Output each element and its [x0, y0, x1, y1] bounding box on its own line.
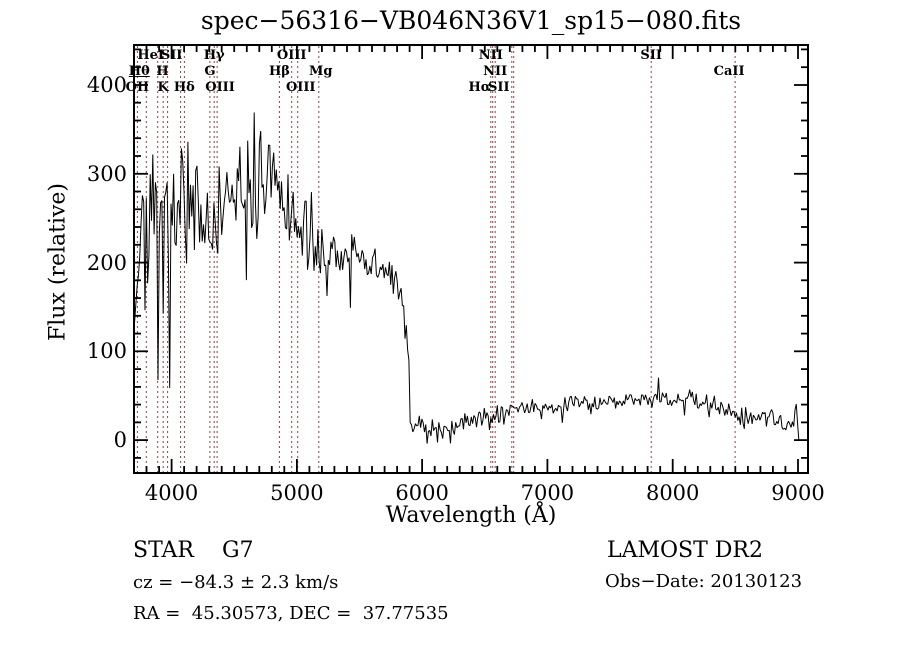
y-tick-label: 0: [113, 428, 127, 453]
y-tick-label: 400: [86, 72, 127, 97]
survey-text: LAMOST DR2: [607, 538, 763, 563]
spectral-line-label: Hβ: [268, 64, 290, 79]
spectral-line-label: Mg: [309, 64, 333, 79]
spectral-line-label: Hγ: [203, 48, 225, 63]
spectral-line-label: OII: [125, 80, 150, 95]
spectral-line-label: OIII: [285, 80, 316, 95]
spectral-line-label: OIII: [205, 80, 235, 95]
plot-title: spec−56316−VB046N36V1_sp15−080.fits: [200, 6, 742, 35]
x-axis-label: Wavelength (Å): [385, 503, 557, 528]
spectral-line-label: SII: [160, 48, 183, 63]
y-axis-label: Flux (relative): [45, 182, 71, 342]
x-tick-label: 5000: [270, 481, 324, 505]
spectral-line-label: OIII: [276, 48, 307, 63]
spectral-line-label: SII: [640, 48, 662, 63]
x-tick-label: 6000: [395, 481, 449, 505]
spectral-line-label: K: [157, 80, 169, 95]
spectral-line-label: NII: [483, 64, 508, 79]
spectral-line-label: Hθ: [128, 64, 150, 79]
spectral-line-label: Hδ: [173, 80, 195, 95]
obs-date-text: Obs−Date: 20130123: [605, 571, 803, 592]
cz-text: cz = −84.3 ± 2.3 km/s: [133, 572, 339, 593]
y-tick-label: 100: [86, 339, 127, 364]
spectral-line-label: G: [204, 64, 216, 79]
spectral-line-label: SII: [488, 80, 510, 95]
spectral-line-markers: [136, 46, 736, 472]
x-tick-label: 4000: [144, 481, 199, 505]
y-tick-label: 200: [86, 250, 127, 275]
ra-dec-text: RA = 45.30573, DEC = 37.77535: [133, 603, 449, 624]
axis-ticks: [134, 45, 808, 473]
x-tick-label: 7000: [520, 481, 575, 505]
spectral-line-label: Hα: [468, 80, 491, 95]
star-class-text: STAR G7: [133, 538, 254, 563]
x-tick-label: 8000: [645, 481, 700, 505]
spectral-line-label: HeI: [137, 48, 164, 63]
spectral-line-label: H: [156, 64, 169, 79]
x-tick-label: 9000: [771, 481, 825, 505]
y-tick-label: 300: [86, 161, 127, 186]
spectral-line-label: NII: [478, 48, 503, 63]
spectral-line-label: CaII: [713, 64, 745, 79]
spectrum-trace: [134, 112, 800, 444]
plot-frame: [133, 44, 809, 474]
